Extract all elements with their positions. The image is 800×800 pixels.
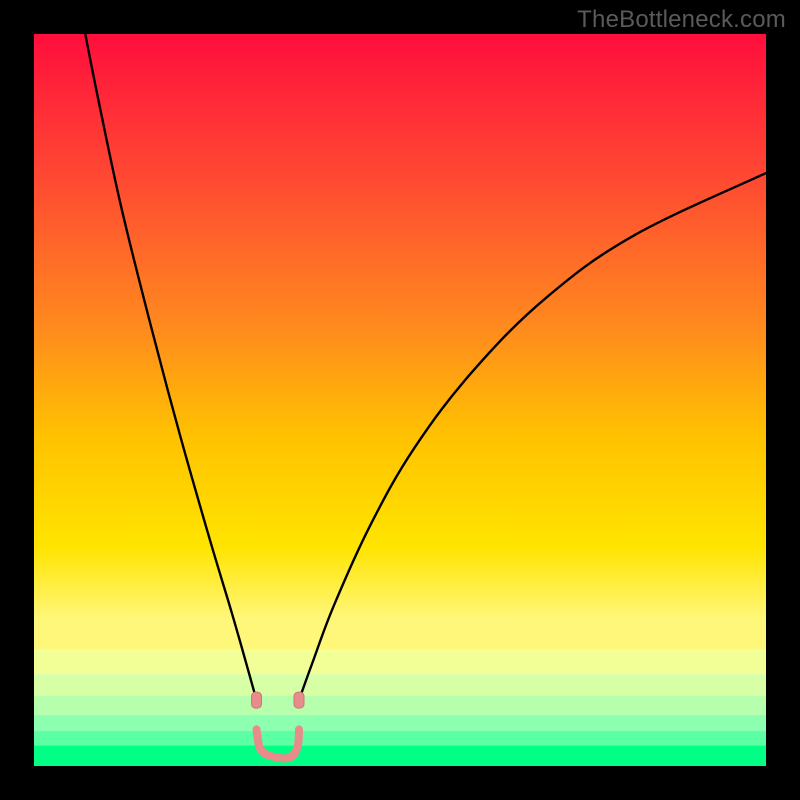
stage: TheBottleneck.com [0, 0, 800, 800]
marker-bottom-path [257, 729, 299, 758]
chart-plot-area [34, 34, 766, 766]
marker-cap [252, 692, 262, 708]
curve-left [85, 34, 256, 700]
watermark-text: TheBottleneck.com [577, 6, 786, 34]
marker-cap [294, 692, 304, 708]
curve-right [299, 173, 766, 700]
chart-svg [34, 34, 766, 766]
marker-caps [252, 692, 304, 708]
